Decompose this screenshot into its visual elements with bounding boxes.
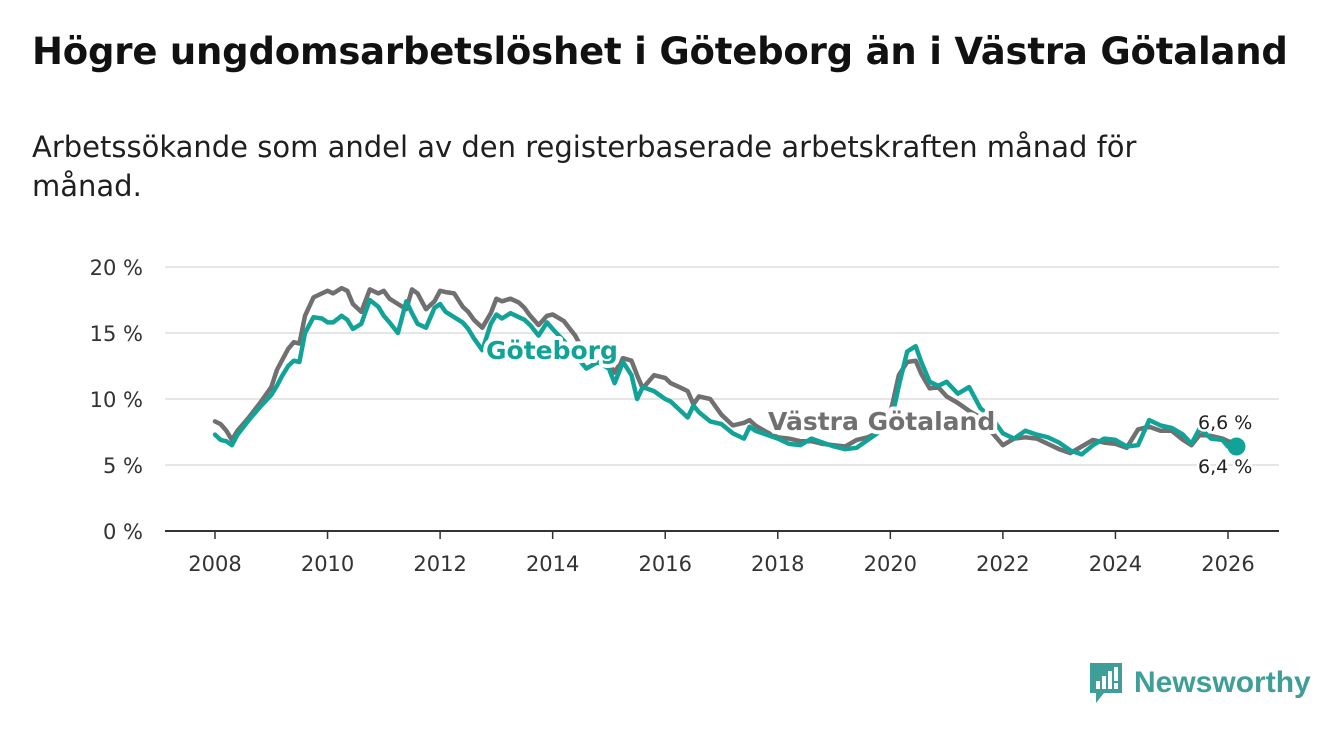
x-tick-label: 2020 bbox=[864, 552, 917, 576]
x-tick-label: 2012 bbox=[413, 552, 466, 576]
x-tick-label: 2014 bbox=[526, 552, 579, 576]
y-axis-ticks: 0 % 5 % 10 % 15 % 20 % bbox=[90, 256, 143, 544]
chart-subtitle: Arbetssökande som andel av den registerb… bbox=[32, 130, 1137, 203]
end-label-vastra-gotaland: 6,6 % bbox=[1198, 412, 1252, 434]
end-label-goteborg: 6,4 % bbox=[1198, 456, 1252, 478]
brand-logo: Newsworthy bbox=[1088, 660, 1311, 706]
y-tick-label: 10 % bbox=[90, 388, 143, 412]
series-label-vastra-gotaland: Västra Götaland bbox=[768, 407, 995, 436]
series-line-vastra-gotaland bbox=[212, 285, 1239, 456]
y-tick-label: 0 % bbox=[103, 520, 143, 544]
brand-name: Newsworthy bbox=[1134, 666, 1311, 699]
y-tick-label: 15 % bbox=[90, 322, 143, 346]
x-tick-label: 2022 bbox=[976, 552, 1029, 576]
series-labels: Göteborg Västra Götaland 6,6 % 6,4 % bbox=[482, 332, 1255, 481]
line-chart: 0 %5 %10 %15 %20 % 2008 2010 2012 2014 2016 2… bbox=[90, 256, 1279, 576]
x-tick-label: 2010 bbox=[301, 552, 354, 576]
series-line-goteborg bbox=[212, 297, 1239, 457]
end-point-goteborg bbox=[1227, 437, 1246, 456]
chart-title: Högre ungdomsarbetslöshet i Göteborg än … bbox=[32, 30, 1288, 73]
newsworthy-icon bbox=[1090, 663, 1122, 703]
x-axis: 2008 2010 2012 2014 2016 2018 2020 2022 2024 2026 bbox=[165, 530, 1279, 576]
x-tick-label: 2018 bbox=[751, 552, 804, 576]
x-tick-label: 2008 bbox=[188, 552, 241, 576]
series-lines bbox=[212, 285, 1246, 457]
y-tick-label: 5 % bbox=[103, 454, 143, 478]
x-tick-label: 2026 bbox=[1201, 552, 1254, 576]
y-tick-label: 20 % bbox=[90, 256, 143, 280]
series-label-goteborg: Göteborg bbox=[486, 336, 618, 365]
x-tick-label: 2016 bbox=[638, 552, 691, 576]
gridlines bbox=[165, 266, 1279, 466]
x-tick-label: 2024 bbox=[1089, 552, 1142, 576]
